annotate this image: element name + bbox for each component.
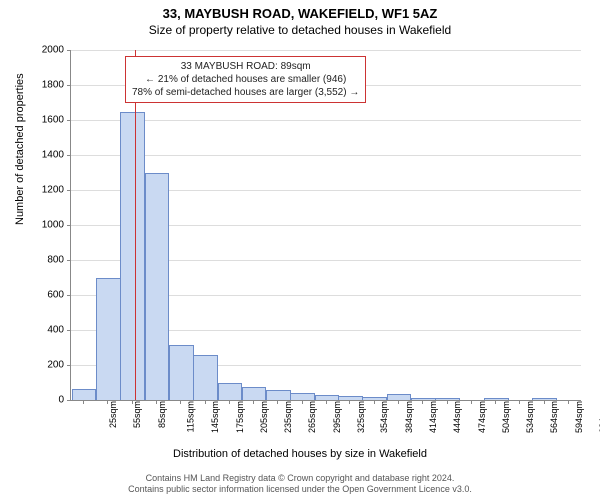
ytick-label: 1600 bbox=[24, 115, 64, 126]
xtick-mark bbox=[132, 400, 133, 404]
ytick-mark bbox=[67, 120, 71, 121]
xtick-mark bbox=[229, 400, 230, 404]
histogram-bar bbox=[411, 398, 436, 400]
chart-area: 25sqm55sqm85sqm115sqm145sqm175sqm205sqm2… bbox=[70, 50, 580, 400]
gridline bbox=[71, 120, 581, 121]
xtick-label: 55sqm bbox=[132, 401, 142, 428]
xtick-label: 295sqm bbox=[332, 401, 342, 433]
xtick-label: 235sqm bbox=[283, 401, 293, 433]
xtick-mark bbox=[83, 400, 84, 404]
xtick-mark bbox=[422, 400, 423, 404]
xtick-mark bbox=[544, 400, 545, 404]
xtick-mark bbox=[205, 400, 206, 404]
xtick-mark bbox=[374, 400, 375, 404]
ytick-label: 2000 bbox=[24, 45, 64, 56]
title-address: 33, MAYBUSH ROAD, WAKEFIELD, WF1 5AZ bbox=[0, 0, 600, 21]
x-axis-label: Distribution of detached houses by size … bbox=[0, 448, 600, 460]
footer-line1: Contains HM Land Registry data © Crown c… bbox=[0, 473, 600, 485]
ytick-label: 600 bbox=[24, 290, 64, 301]
xtick-mark bbox=[180, 400, 181, 404]
xtick-label: 175sqm bbox=[235, 401, 245, 433]
xtick-mark bbox=[107, 400, 108, 404]
xtick-mark bbox=[253, 400, 254, 404]
ytick-mark bbox=[67, 225, 71, 226]
xtick-mark bbox=[471, 400, 472, 404]
xtick-mark bbox=[447, 400, 448, 404]
ytick-label: 400 bbox=[24, 325, 64, 336]
chart-container: 33, MAYBUSH ROAD, WAKEFIELD, WF1 5AZ Siz… bbox=[0, 0, 600, 500]
ytick-mark bbox=[67, 190, 71, 191]
xtick-mark bbox=[156, 400, 157, 404]
footer: Contains HM Land Registry data © Crown c… bbox=[0, 473, 600, 496]
xtick-mark bbox=[495, 400, 496, 404]
ytick-mark bbox=[67, 260, 71, 261]
xtick-label: 564sqm bbox=[550, 401, 560, 433]
ytick-mark bbox=[67, 295, 71, 296]
annotation-box: 33 MAYBUSH ROAD: 89sqm ← 21% of detached… bbox=[125, 56, 366, 103]
histogram-bar bbox=[338, 396, 363, 401]
title-subtitle: Size of property relative to detached ho… bbox=[0, 21, 600, 37]
ytick-label: 1800 bbox=[24, 80, 64, 91]
histogram-bar bbox=[435, 398, 460, 400]
xtick-mark bbox=[568, 400, 569, 404]
ytick-mark bbox=[67, 365, 71, 366]
xtick-mark bbox=[302, 400, 303, 404]
histogram-bar bbox=[72, 389, 97, 401]
xtick-mark bbox=[349, 400, 350, 404]
xtick-label: 534sqm bbox=[525, 401, 535, 433]
histogram-bar bbox=[362, 397, 387, 400]
annotation-line1: 33 MAYBUSH ROAD: 89sqm bbox=[132, 60, 359, 73]
xtick-label: 594sqm bbox=[574, 401, 584, 433]
histogram-bar bbox=[120, 112, 145, 400]
xtick-mark bbox=[277, 400, 278, 404]
xtick-label: 25sqm bbox=[108, 401, 118, 428]
ytick-mark bbox=[67, 155, 71, 156]
xtick-label: 474sqm bbox=[477, 401, 487, 433]
histogram-bar bbox=[96, 278, 121, 400]
ytick-label: 200 bbox=[24, 360, 64, 371]
histogram-bar bbox=[532, 398, 557, 400]
footer-line2: Contains public sector information licen… bbox=[0, 484, 600, 496]
ytick-label: 1200 bbox=[24, 185, 64, 196]
xtick-mark bbox=[398, 400, 399, 404]
ytick-label: 1000 bbox=[24, 220, 64, 231]
histogram-bar bbox=[145, 173, 170, 400]
histogram-bar bbox=[290, 393, 315, 400]
histogram-bar bbox=[169, 345, 194, 400]
histogram-bar bbox=[266, 390, 291, 400]
xtick-label: 265sqm bbox=[307, 401, 317, 433]
histogram-bar bbox=[242, 387, 267, 400]
annotation-line3: 78% of semi-detached houses are larger (… bbox=[132, 86, 359, 99]
gridline bbox=[71, 50, 581, 51]
xtick-label: 145sqm bbox=[210, 401, 220, 433]
xtick-label: 384sqm bbox=[404, 401, 414, 433]
ytick-label: 0 bbox=[24, 395, 64, 406]
xtick-label: 325sqm bbox=[356, 401, 366, 433]
ytick-label: 800 bbox=[24, 255, 64, 266]
xtick-label: 115sqm bbox=[185, 401, 195, 432]
ytick-label: 1400 bbox=[24, 150, 64, 161]
histogram-bar bbox=[218, 383, 243, 400]
ytick-mark bbox=[67, 330, 71, 331]
xtick-label: 354sqm bbox=[380, 401, 390, 433]
xtick-mark bbox=[326, 400, 327, 404]
ytick-mark bbox=[67, 50, 71, 51]
xtick-label: 504sqm bbox=[501, 401, 511, 433]
xtick-label: 85sqm bbox=[157, 401, 167, 428]
ytick-mark bbox=[67, 85, 71, 86]
xtick-mark bbox=[519, 400, 520, 404]
xtick-label: 444sqm bbox=[452, 401, 462, 433]
xtick-label: 205sqm bbox=[259, 401, 269, 433]
annotation-line2: ← 21% of detached houses are smaller (94… bbox=[132, 73, 359, 86]
ytick-mark bbox=[67, 400, 71, 401]
xtick-label: 414sqm bbox=[428, 401, 438, 433]
gridline bbox=[71, 155, 581, 156]
histogram-bar bbox=[193, 355, 218, 400]
